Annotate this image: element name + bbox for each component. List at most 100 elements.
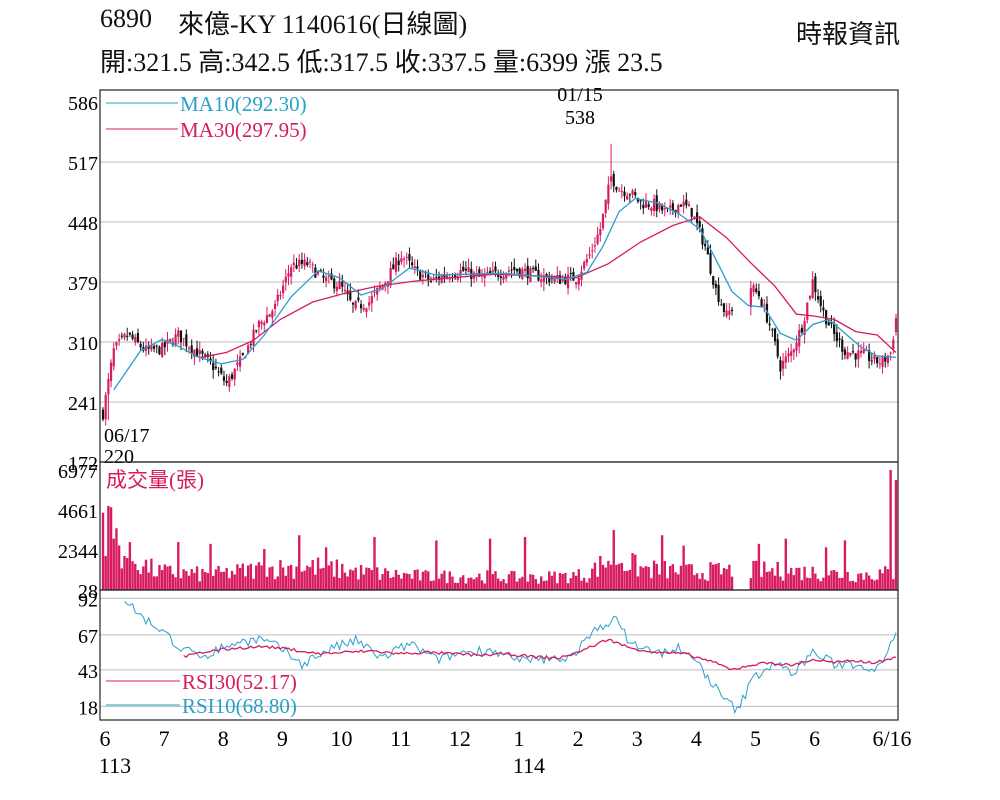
volume-bar [236, 564, 239, 590]
volume-bar [289, 564, 293, 590]
month-tick-label: 10 [331, 726, 353, 751]
candle-body [255, 330, 258, 332]
candle-body [351, 302, 355, 305]
candle-body [591, 250, 594, 252]
candle-body [752, 285, 755, 293]
volume-bar [655, 563, 658, 590]
candle-body [873, 355, 876, 360]
volume-bar [427, 571, 430, 590]
candle-body [486, 271, 489, 273]
volume-tick-label: 4661 [58, 501, 98, 523]
candle-body [650, 207, 653, 212]
volume-bar [760, 576, 763, 590]
volume-bar [604, 567, 607, 590]
ma10-line [113, 197, 897, 391]
volume-bar [201, 569, 204, 590]
candle-body [639, 200, 642, 202]
volume-bar [107, 505, 110, 590]
volume-bar [228, 578, 231, 590]
candle-body [491, 270, 494, 273]
candle-body [303, 259, 306, 266]
month-tick-label: 5 [750, 726, 761, 751]
candle-body [362, 308, 365, 310]
volume-bar [628, 569, 632, 590]
volume-bar [346, 576, 349, 590]
candle-body [467, 267, 470, 273]
candle-body [588, 254, 591, 256]
candle-body [150, 344, 153, 350]
candle-body [161, 342, 164, 357]
candle-body [658, 202, 661, 210]
candle-body [413, 266, 416, 269]
candle-body [521, 269, 524, 279]
month-tick-label: 4 [691, 726, 702, 751]
volume-bar [830, 570, 833, 590]
price-tick-label: 172 [68, 453, 98, 475]
candle-body [569, 272, 572, 274]
candle-body [553, 276, 556, 283]
volume-bar [553, 571, 556, 590]
candle-body [177, 330, 180, 337]
volume-bar [870, 579, 874, 590]
candle-body [542, 276, 545, 283]
volume-bar [827, 575, 830, 590]
volume-bar [144, 559, 148, 590]
candle-body [101, 409, 105, 420]
volume-bar [787, 573, 790, 590]
volume-bar [623, 570, 626, 590]
volume-bar [332, 576, 336, 590]
candle-body [354, 300, 357, 309]
candle-body [400, 258, 403, 262]
candle-body [868, 350, 871, 361]
volume-bar [142, 566, 145, 590]
candle-body [109, 362, 113, 382]
candle-body [564, 277, 567, 285]
volume-bar [233, 574, 236, 590]
month-tick-label: 8 [218, 726, 229, 751]
candle-body [894, 318, 898, 332]
candle-body [228, 376, 231, 388]
price-tick-label: 241 [68, 393, 98, 415]
candle-body [712, 276, 715, 285]
candle-body [768, 323, 771, 326]
volume-bar [561, 573, 564, 590]
volume-bar [459, 577, 462, 590]
candle-body [195, 348, 199, 357]
candle-body [642, 204, 645, 209]
candle-body [618, 190, 621, 192]
volume-panel: 成交量(張) [101, 468, 898, 590]
candle-body [408, 254, 411, 261]
candle-body [663, 208, 666, 210]
candle-body [225, 380, 228, 383]
volume-bar [859, 573, 863, 590]
volume-bar [150, 558, 153, 590]
volume-bar [781, 580, 785, 590]
candle-body [193, 349, 196, 357]
price-tick-label: 586 [68, 93, 98, 115]
volume-bar [588, 578, 591, 590]
volume-bar [311, 560, 314, 590]
volume-bar [397, 574, 400, 590]
candle-body [174, 334, 177, 345]
volume-bar [125, 558, 129, 590]
volume-bar [792, 575, 796, 590]
candle-body [212, 362, 215, 371]
ma30-line [199, 216, 897, 359]
volume-bar [134, 563, 137, 590]
candle-body [249, 343, 252, 345]
volume-bar [709, 562, 712, 590]
volume-bar [314, 574, 317, 590]
volume-bar [499, 581, 503, 590]
price-tick-label: 448 [68, 213, 98, 235]
candle-body [870, 360, 873, 362]
candle-body [179, 330, 183, 343]
volume-bar [593, 562, 597, 590]
volume-bar [494, 571, 497, 590]
volume-bar [854, 582, 857, 590]
candle-body [671, 203, 674, 211]
candle-body [368, 302, 371, 306]
candle-body [814, 276, 817, 293]
volume-bar [838, 577, 841, 590]
chart-title: 來億-KY 1140616(日線圖) [178, 10, 468, 39]
volume-bar [316, 557, 320, 590]
